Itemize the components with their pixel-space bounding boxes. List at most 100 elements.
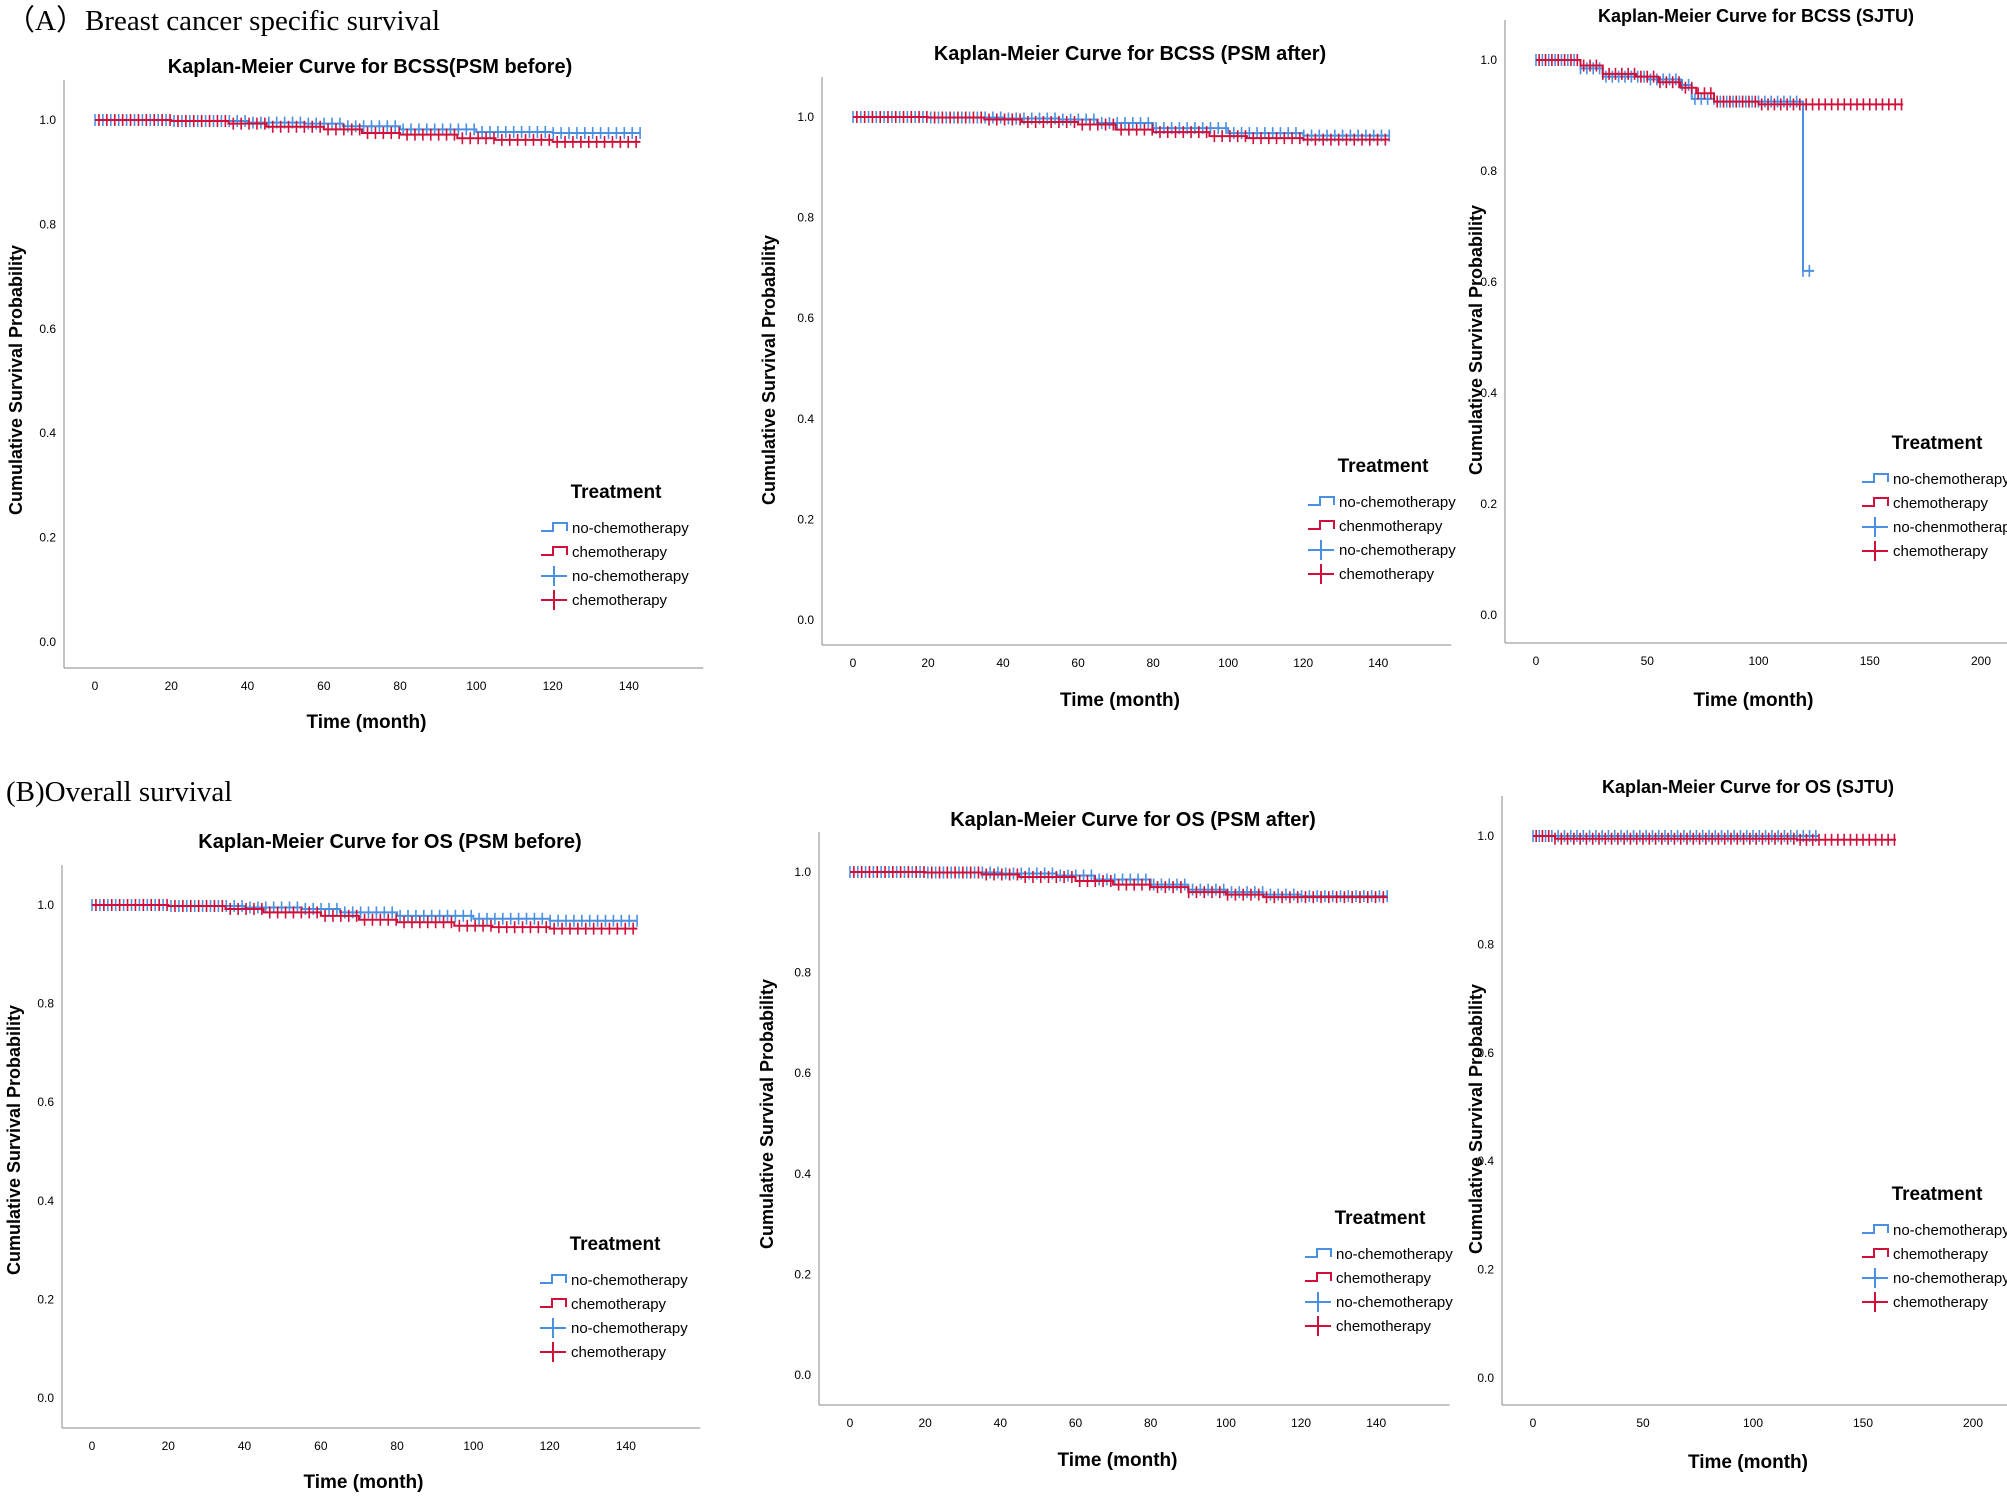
legend-entry-label: no-chemotherapy <box>571 1320 688 1337</box>
y-tick-label: 1.0 <box>797 110 814 124</box>
x-axis-label: Time (month) <box>1060 690 1180 711</box>
legend-step-swatch <box>1305 1272 1332 1282</box>
legend-entry-label: chemotherapy <box>572 592 668 609</box>
x-tick-label: 40 <box>241 679 255 693</box>
x-tick-label: 0 <box>92 679 99 693</box>
x-tick-label: 40 <box>996 656 1010 670</box>
chart-legend: Treatment no-chemotherapy chemotherapy no-c… <box>1862 433 2007 561</box>
y-tick-label: 0.0 <box>1480 608 1497 622</box>
legend-entry-label: no-chemotherapy <box>1336 1246 1453 1263</box>
legend-title: Treatment <box>571 482 662 503</box>
legend-title: Treatment <box>1338 456 1429 477</box>
y-axis-label: Cumulative Survival Probability <box>6 245 26 515</box>
y-axis-label: Cumulative Survival Probability <box>1466 205 1486 475</box>
x-tick-label: 40 <box>238 1439 252 1453</box>
series-line-chemotherapy <box>92 904 638 930</box>
y-tick-label: 0.2 <box>39 531 56 545</box>
chart-legend: Treatment no-chemotherapy chemotherapy no-c… <box>1305 1208 1453 1336</box>
y-tick-label: 1.0 <box>1480 53 1497 67</box>
x-tick-label: 100 <box>1748 654 1768 668</box>
legend-step-swatch <box>540 1298 567 1308</box>
y-axis-label: Cumulative Survival Probability <box>759 235 779 505</box>
section-b-label: (B)Overall survival <box>6 776 233 808</box>
x-tick-label: 80 <box>393 679 407 693</box>
x-axis-label: Time (month) <box>1694 690 1814 711</box>
y-tick-label: 0.8 <box>794 966 811 980</box>
x-tick-label: 100 <box>466 679 486 693</box>
x-tick-label: 60 <box>314 1439 328 1453</box>
x-tick-label: 0 <box>89 1439 96 1453</box>
legend-entry-label: no-chemotherapy <box>1893 471 2007 488</box>
legend-entry-label: chemotherapy <box>1893 495 1989 512</box>
x-tick-label: 80 <box>390 1439 404 1453</box>
chart-title: Kaplan-Meier Curve for BCSS (SJTU) <box>1598 6 1914 26</box>
x-tick-label: 20 <box>162 1439 176 1453</box>
y-axis-label: Cumulative Survival Probability <box>757 979 777 1249</box>
legend-step-swatch <box>1862 473 1889 483</box>
legend-entry-label: chemotherapy <box>1336 1318 1432 1335</box>
y-tick-label: 0.8 <box>797 211 814 225</box>
x-tick-label: 200 <box>1963 1416 1983 1430</box>
y-tick-label: 0.4 <box>39 426 56 440</box>
x-axis-label: Time (month) <box>1688 1452 1808 1473</box>
y-tick-label: 1.0 <box>794 865 811 879</box>
y-tick-label: 0.0 <box>39 635 56 649</box>
x-tick-label: 120 <box>543 679 563 693</box>
x-tick-label: 140 <box>1366 1416 1386 1430</box>
x-tick-label: 50 <box>1636 1416 1650 1430</box>
y-axis-label: Cumulative Survival Probability <box>4 1005 24 1275</box>
y-tick-label: 0.0 <box>37 1391 54 1405</box>
x-tick-label: 80 <box>1146 656 1160 670</box>
y-tick-label: 0.6 <box>39 322 56 336</box>
series-line-no-chemotherapy <box>1536 59 1815 272</box>
y-tick-label: 0.6 <box>797 311 814 325</box>
chart-title: Kaplan-Meier Curve for OS (SJTU) <box>1602 777 1894 797</box>
x-tick-label: 100 <box>1216 1416 1236 1430</box>
legend-title: Treatment <box>1892 1184 1983 1205</box>
y-tick-label: 0.2 <box>37 1292 54 1306</box>
y-tick-label: 0.0 <box>794 1368 811 1382</box>
x-tick-label: 140 <box>1368 656 1388 670</box>
legend-entry-label: no-chenmotherapy <box>1893 519 2007 536</box>
y-tick-label: 0.8 <box>39 217 56 231</box>
legend-title: Treatment <box>1335 1208 1426 1229</box>
y-tick-label: 0.2 <box>797 512 814 526</box>
x-tick-label: 140 <box>616 1439 636 1453</box>
y-tick-label: 0.4 <box>1480 386 1497 400</box>
y-tick-label: 0.0 <box>797 613 814 627</box>
legend-step-swatch <box>1308 496 1335 506</box>
km-chart-1: Kaplan-Meier Curve for BCSS(PSM before) 0… <box>6 56 704 733</box>
legend-entry-label: no-chemotherapy <box>572 520 689 537</box>
legend-entry-label: chemotherapy <box>1893 543 1989 560</box>
series-line-chemotherapy <box>1536 59 1904 106</box>
legend-entry-label: no-chemotherapy <box>1339 494 1456 511</box>
chart-title: Kaplan-Meier Curve for OS (PSM before) <box>198 831 581 853</box>
x-tick-label: 140 <box>619 679 639 693</box>
legend-entry-label: chemotherapy <box>571 1296 667 1313</box>
legend-entry-label: chenmotherapy <box>1339 518 1443 535</box>
legend-step-swatch <box>1862 1224 1889 1234</box>
y-tick-label: 0.2 <box>1480 497 1497 511</box>
legend-step-swatch <box>540 1274 567 1284</box>
chart-legend: Treatment no-chemotherapy chemotherapy no-c… <box>541 482 689 610</box>
legend-entry-label: no-chemotherapy <box>571 1272 688 1289</box>
legend-step-swatch <box>541 522 568 532</box>
km-chart-4: Kaplan-Meier Curve for OS (PSM before) 0.… <box>4 831 701 1493</box>
chart-legend: Treatment no-chemotherapy chemotherapy no-c… <box>1862 1184 2007 1312</box>
km-chart-6: Kaplan-Meier Curve for OS (SJTU) 0.0 0.2 0.… <box>1466 777 2007 1473</box>
chart-title: Kaplan-Meier Curve for OS (PSM after) <box>950 809 1316 831</box>
y-tick-label: 0.0 <box>1477 1371 1494 1385</box>
x-tick-label: 120 <box>540 1439 560 1453</box>
legend-step-swatch <box>1305 1248 1332 1258</box>
x-tick-label: 0 <box>850 656 857 670</box>
x-tick-label: 50 <box>1641 654 1655 668</box>
x-tick-label: 60 <box>317 679 331 693</box>
legend-entry-label: chemotherapy <box>571 1344 667 1361</box>
x-tick-label: 120 <box>1293 656 1313 670</box>
series-line-chemotherapy <box>95 119 641 143</box>
y-tick-label: 0.6 <box>1480 275 1497 289</box>
legend-entry-label: chemotherapy <box>1339 566 1435 583</box>
x-tick-label: 120 <box>1291 1416 1311 1430</box>
y-tick-label: 0.6 <box>37 1095 54 1109</box>
y-tick-label: 0.4 <box>1477 1154 1494 1168</box>
